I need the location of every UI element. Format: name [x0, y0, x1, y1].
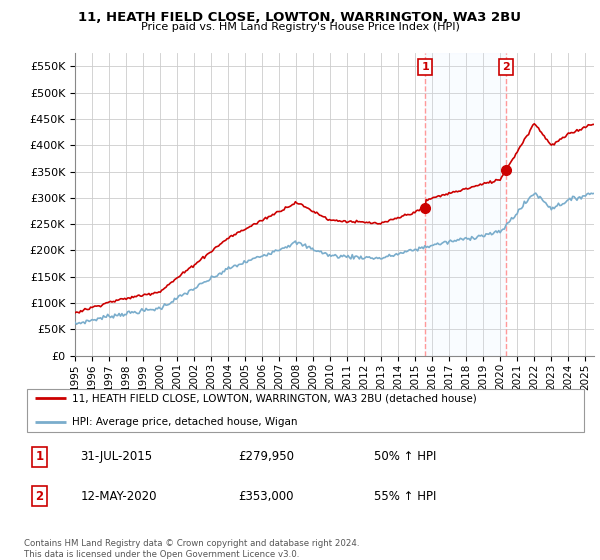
Text: HPI: Average price, detached house, Wigan: HPI: Average price, detached house, Wiga… [72, 417, 298, 427]
Text: 11, HEATH FIELD CLOSE, LOWTON, WARRINGTON, WA3 2BU (detached house): 11, HEATH FIELD CLOSE, LOWTON, WARRINGTO… [72, 393, 476, 403]
Text: 55% ↑ HPI: 55% ↑ HPI [374, 489, 436, 502]
FancyBboxPatch shape [27, 389, 584, 432]
Text: 11, HEATH FIELD CLOSE, LOWTON, WARRINGTON, WA3 2BU: 11, HEATH FIELD CLOSE, LOWTON, WARRINGTO… [79, 11, 521, 24]
Text: 2: 2 [35, 489, 43, 502]
Text: 31-JUL-2015: 31-JUL-2015 [80, 450, 152, 463]
Text: Contains HM Land Registry data © Crown copyright and database right 2024.
This d: Contains HM Land Registry data © Crown c… [24, 539, 359, 559]
Text: 2: 2 [502, 62, 510, 72]
Text: £279,950: £279,950 [238, 450, 295, 463]
Text: 1: 1 [421, 62, 429, 72]
Text: 50% ↑ HPI: 50% ↑ HPI [374, 450, 436, 463]
Text: Price paid vs. HM Land Registry's House Price Index (HPI): Price paid vs. HM Land Registry's House … [140, 22, 460, 32]
Text: 12-MAY-2020: 12-MAY-2020 [80, 489, 157, 502]
Bar [425, 53, 506, 356]
Text: 1: 1 [35, 450, 43, 463]
Text: £353,000: £353,000 [238, 489, 294, 502]
